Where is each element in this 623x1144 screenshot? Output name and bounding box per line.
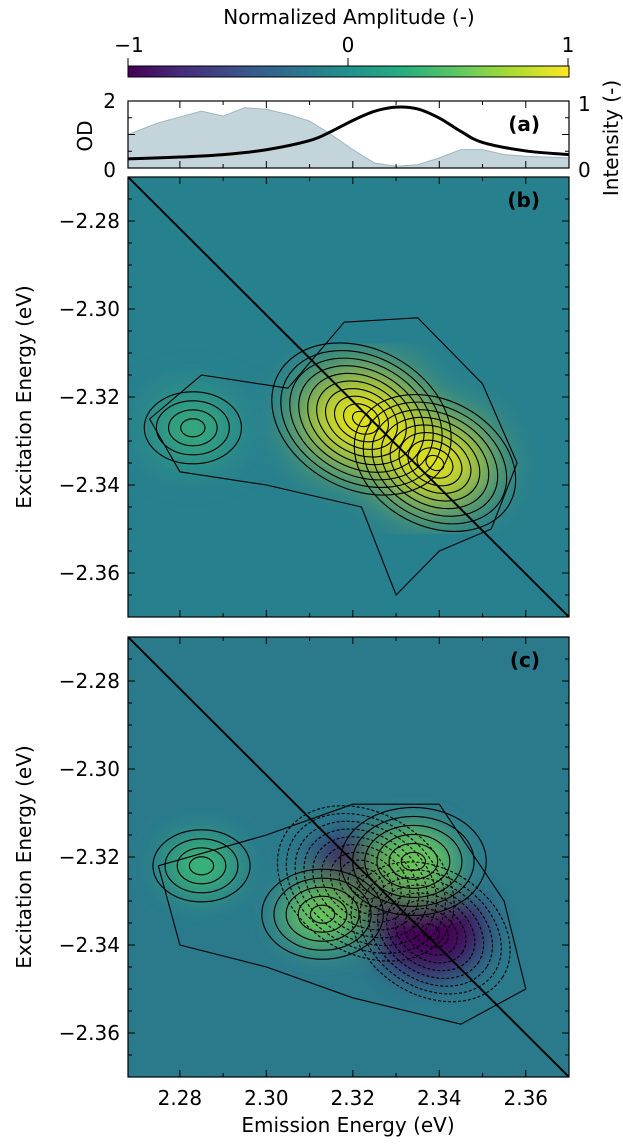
contour-line — [143, 391, 243, 465]
y-tick-label: −2.28 — [59, 669, 120, 693]
y-tick-label: −2.30 — [59, 757, 120, 781]
y-tick-label: −2.34 — [59, 933, 120, 957]
contour-line — [307, 372, 416, 466]
panel-c: (c) Excitation Energy (eV) −2.28 −2.30 −2.… — [12, 636, 570, 1137]
contour-line — [149, 317, 518, 596]
contour-line — [157, 803, 527, 1025]
contour-line — [309, 904, 336, 924]
contour-line — [425, 454, 445, 472]
od-area — [128, 107, 569, 168]
contour-line — [398, 432, 472, 494]
y-tick-label: −2.28 — [59, 209, 120, 233]
contour-line — [403, 907, 458, 956]
contour-line — [316, 380, 407, 458]
contour-line — [407, 439, 463, 487]
heatmap-peak — [283, 882, 362, 946]
contour-line — [285, 812, 446, 954]
heatmap-peak-core — [404, 910, 457, 954]
panel-a-label: (a) — [508, 112, 540, 136]
colorbar-tick-max: 1 — [562, 33, 575, 57]
contour-line — [297, 895, 348, 933]
contour-line — [394, 900, 467, 964]
x-tick-label: 2.32 — [331, 1086, 376, 1110]
colorbar-label: Normalized Amplitude (-) — [223, 5, 474, 29]
od-axis-label: OD — [73, 120, 97, 151]
intensity-tick-1: 1 — [578, 92, 591, 116]
contour-line — [164, 838, 239, 894]
od-tick-0: 0 — [103, 158, 116, 182]
contour-line — [334, 395, 389, 443]
contour-line — [294, 820, 437, 947]
contour-line — [362, 401, 508, 525]
y-tick-label: −2.34 — [59, 473, 120, 497]
contour-line — [371, 409, 499, 517]
contour-line — [285, 886, 360, 942]
y-tick-label: −2.36 — [59, 1021, 120, 1045]
contour-line — [168, 409, 218, 447]
y-tick-label: −2.32 — [59, 385, 120, 409]
contour-line — [180, 418, 206, 438]
contour-line — [388, 842, 439, 880]
panel-b: (b) Excitation Energy (eV) −2.28 −2.30 −2.… — [12, 176, 570, 618]
x-tick-label: 2.36 — [503, 1086, 548, 1110]
contour-line — [339, 806, 487, 916]
contour-line — [376, 833, 451, 889]
y-tick-label: −2.30 — [59, 297, 120, 321]
contour-line — [276, 805, 455, 962]
contour-line — [271, 342, 452, 496]
contour-line — [188, 856, 215, 876]
panel-c-label: (c) — [510, 648, 540, 672]
contour-line — [273, 877, 372, 951]
contour-line — [364, 824, 463, 898]
contour-line — [261, 868, 384, 960]
od-tick-2: 2 — [103, 89, 116, 113]
contour-line — [303, 828, 429, 939]
contour-line — [176, 847, 227, 885]
panel-c-diagonal — [128, 637, 569, 1077]
panel-b-ylabel: Excitation Energy (eV) — [12, 285, 36, 508]
contour-line — [368, 876, 494, 987]
x-axis-label: Emission Energy (eV) — [241, 1113, 454, 1137]
heatmap-peak — [157, 399, 229, 457]
colorbar: Normalized Amplitude (-) −1 0 1 — [114, 5, 575, 78]
contour-line — [400, 851, 427, 871]
colorbar-tick-min: −1 — [114, 33, 143, 57]
x-tick-label: 2.34 — [417, 1086, 462, 1110]
contour-line — [155, 400, 230, 456]
contour-line — [377, 884, 485, 979]
contour-line — [280, 349, 443, 489]
panel-c-ylabel: Excitation Energy (eV) — [12, 745, 36, 968]
panel-b-contours — [143, 317, 518, 596]
emission-line — [128, 105, 569, 161]
colorbar-gradient — [127, 65, 570, 78]
y-tick-label: −2.32 — [59, 845, 120, 869]
contour-line — [359, 869, 502, 995]
contour-line — [380, 416, 490, 510]
contour-line — [421, 923, 441, 941]
contour-line — [312, 836, 420, 931]
y-tick-label: −2.36 — [59, 561, 120, 585]
contour-line — [350, 861, 511, 1003]
intensity-tick-0: 0 — [578, 158, 591, 182]
contour-line — [321, 844, 411, 923]
panel-b-diagonal — [128, 177, 569, 617]
intensity-axis-label: Intensity (-) — [599, 80, 623, 196]
contour-line — [289, 357, 434, 481]
contour-line — [298, 365, 425, 473]
panel-b-label: (b) — [507, 188, 540, 212]
contour-line — [329, 851, 402, 916]
x-tick-label: 2.28 — [158, 1086, 203, 1110]
contour-line — [356, 875, 376, 892]
heatmap-peak-core — [408, 441, 462, 485]
panel-a: (a) OD 2 0 1 0 Intensity (-) — [73, 80, 623, 196]
contour-line — [152, 829, 251, 903]
contour-line — [353, 393, 517, 533]
contour-line — [385, 892, 476, 972]
heatmap-peak — [165, 837, 238, 895]
x-tick-label: 2.30 — [244, 1086, 289, 1110]
colorbar-tick-mid: 0 — [342, 33, 355, 57]
contour-line — [325, 388, 398, 450]
